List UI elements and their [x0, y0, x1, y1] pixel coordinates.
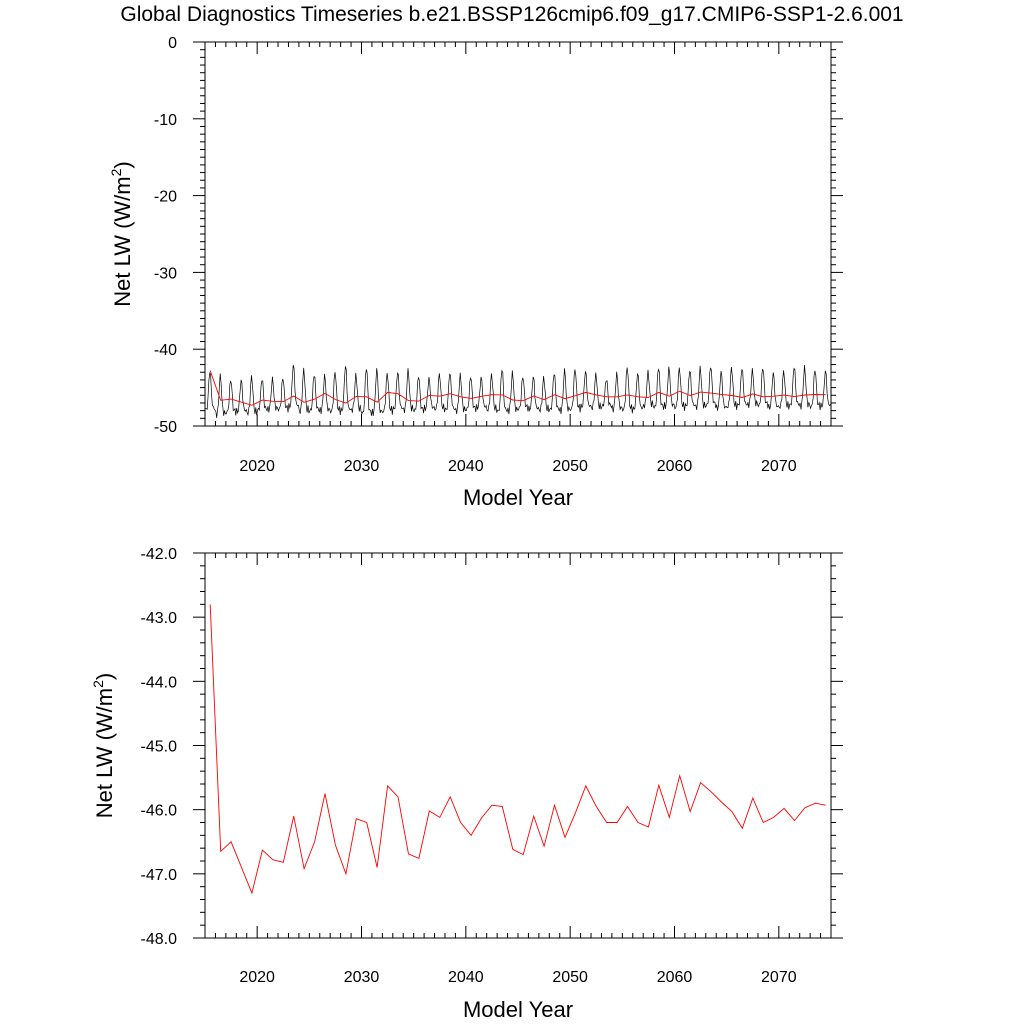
top-y-axis-label-text: Net LW (W/m: [110, 176, 135, 306]
top-y-tick-label: -50: [154, 419, 177, 436]
top-series-annual-line: [209, 370, 826, 406]
top-y-axis-label-close: ): [110, 161, 135, 168]
top-x-tick-label: 2020: [239, 458, 275, 475]
top-y-tick-label: -10: [154, 112, 177, 129]
top-plot-frame: [204, 41, 832, 427]
top-y-axis-label: Net LW (W/m2): [108, 161, 135, 306]
top-x-tick-label: 2030: [344, 458, 380, 475]
top-x-tick-label: 2050: [552, 458, 588, 475]
figure-title: Global Diagnostics Timeseries b.e21.BSSP…: [120, 3, 904, 26]
top-y-tick-label: 0: [168, 35, 177, 52]
top-y-axis-label-sup: 2: [108, 168, 124, 176]
top-y-tick-label: -30: [154, 265, 177, 282]
top-y-tick-label: -40: [154, 342, 177, 359]
top-x-tick-label: 2060: [657, 458, 693, 475]
top-x-axis-label: Model Year: [463, 485, 573, 510]
top-series-monthly-line: [205, 364, 831, 418]
top-x-tick-label: 2040: [448, 458, 484, 475]
top-y-tick-label: -20: [154, 189, 177, 206]
top-x-tick-label: 2070: [761, 458, 797, 475]
